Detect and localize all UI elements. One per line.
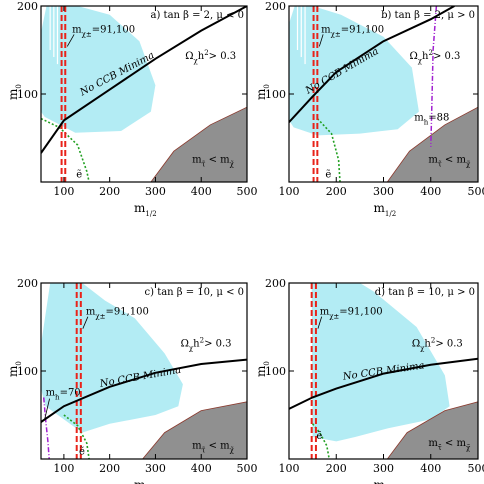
- y-axis-label: m0: [254, 84, 271, 100]
- panel-label: b) tan β = 2, μ > 0: [381, 10, 475, 21]
- higgs-arrow: [44, 398, 50, 420]
- y-tick-label: 200: [265, 277, 286, 290]
- y-axis-label: m0: [6, 361, 23, 377]
- x-tick-label: 500: [237, 462, 258, 475]
- x-tick-label: 300: [145, 185, 166, 198]
- chargino-arrow: [318, 34, 324, 47]
- x-tick-label: 500: [237, 185, 258, 198]
- x-tick-label: 200: [326, 185, 347, 198]
- x-tick-label: 100: [53, 185, 74, 198]
- plot-area: [289, 283, 478, 459]
- y-tick-label: 100: [265, 365, 286, 378]
- panel-1: 100 200 300 400 500 100 200 m1/2 m0 a) tan β = 2,…: [6, 0, 258, 218]
- higgs-curve: [430, 6, 438, 147]
- y-tick-label: 100: [17, 365, 38, 378]
- chargino-arrow: [66, 34, 75, 47]
- x-tick-label: 500: [468, 462, 484, 475]
- y-tick-label: 200: [17, 277, 38, 290]
- panel-label: d) tan β = 10, μ > 0: [375, 287, 475, 298]
- ccb-curve: [289, 6, 455, 123]
- chargino-label: mχ±=91,100: [321, 24, 384, 38]
- chargino-label: mχ±=91,100: [72, 24, 135, 38]
- x-tick-label: 100: [279, 185, 300, 198]
- ccb-curve: [41, 358, 247, 423]
- plot-area: [41, 6, 247, 182]
- x-tick-label: 400: [420, 462, 441, 475]
- stau-label: mτ̃ < mχ̃: [192, 155, 235, 169]
- excluded-stau-region: [142, 401, 247, 459]
- x-tick-label: 300: [145, 462, 166, 475]
- x-tick-label: 200: [99, 185, 120, 198]
- plot-area: [289, 6, 478, 182]
- y-tick-label: 200: [17, 0, 38, 13]
- omega-label: Ωχh2> 0.3: [181, 336, 232, 352]
- x-tick-label: 100: [53, 462, 74, 475]
- cosmo-region: [41, 283, 183, 433]
- higgs-label: mh=70: [46, 388, 81, 402]
- x-tick-label: 300: [373, 185, 394, 198]
- selectron-label: ẽ: [316, 431, 322, 442]
- selectron-label: ẽ: [79, 447, 85, 458]
- excluded-stau-region: [386, 401, 478, 459]
- y-tick-label: 200: [265, 0, 286, 13]
- x-axis-label: m1/2: [134, 201, 157, 218]
- x-tick-label: 500: [468, 185, 484, 198]
- x-axis-label: m1/2: [374, 201, 397, 218]
- stau-label: mτ̃ < mχ̃: [428, 155, 471, 169]
- x-tick-label: 200: [326, 462, 347, 475]
- omega-label: Ωχh2> 0.3: [409, 49, 460, 65]
- chargino-arrow: [317, 316, 323, 329]
- x-tick-label: 300: [373, 462, 394, 475]
- omega-label: Ωχh2> 0.3: [412, 336, 463, 352]
- selectron-label: ẽ: [76, 170, 82, 181]
- x-tick-label: 400: [191, 462, 212, 475]
- y-tick-label: 100: [265, 88, 286, 101]
- selectron-curve: [41, 117, 90, 182]
- higgs-label: mh=88: [414, 112, 449, 126]
- x-tick-label: 100: [279, 462, 300, 475]
- excluded-stau-region: [150, 106, 247, 182]
- higgs-curve: [42, 397, 50, 459]
- panel-label: c) tan β = 10, μ < 0: [145, 287, 244, 298]
- selectron-label: ẽ: [325, 170, 331, 181]
- x-tick-label: 200: [99, 462, 120, 475]
- x-axis-label: m1/2: [374, 478, 397, 484]
- panel-4: 100 200 300 400 500 100 200 m1/2 m0 d) tan β = 10…: [254, 277, 484, 484]
- cosmo-region: [311, 283, 450, 442]
- panel-label: a) tan β = 2, μ < 0: [151, 10, 244, 21]
- cosmo-region: [41, 6, 156, 133]
- y-tick-label: 100: [17, 88, 38, 101]
- chargino-arrow: [82, 316, 89, 329]
- chargino-label: mχ±=91,100: [320, 307, 383, 321]
- stau-label: mτ̃ < mχ̃: [192, 440, 235, 454]
- chargino-label: mχ±=91,100: [86, 307, 149, 321]
- stau-label: mτ̃ < mχ̃: [428, 438, 471, 452]
- excluded-stau-region: [386, 106, 478, 182]
- y-axis-label: m0: [6, 84, 23, 100]
- x-axis-label: m1/2: [134, 478, 157, 484]
- panel-2: 100 200 300 400 500 100 200 m1/2 m0 b) tan β = 2,…: [254, 0, 484, 218]
- y-axis-label: m0: [254, 361, 271, 377]
- plot-area: [41, 283, 247, 459]
- omega-label: Ωχh2> 0.3: [185, 49, 236, 65]
- panel-3: 100 200 300 400 500 100 200 m1/2 m0 c) tan β = 10…: [6, 277, 258, 484]
- x-tick-label: 400: [191, 185, 212, 198]
- ccb-curve: [41, 6, 247, 154]
- ccb-curve: [289, 357, 478, 410]
- selectron-curve: [63, 414, 90, 459]
- x-tick-label: 400: [420, 185, 441, 198]
